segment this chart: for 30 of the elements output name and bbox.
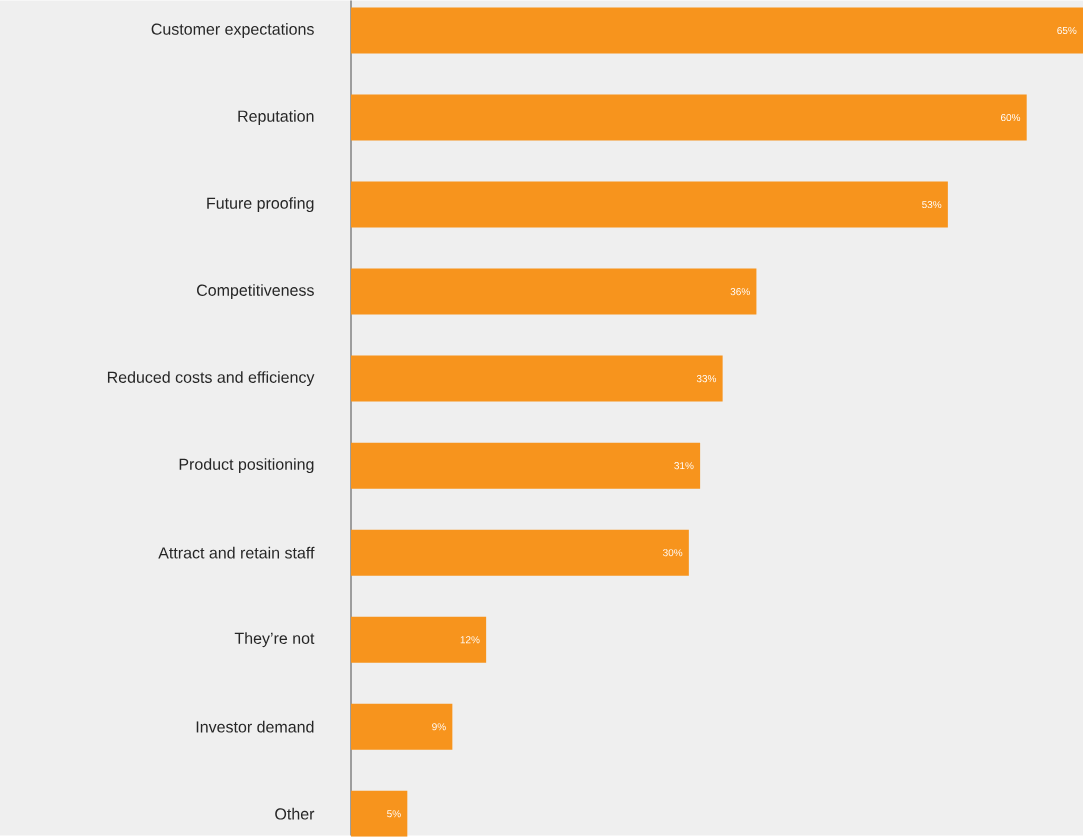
bar xyxy=(351,790,408,837)
data-label: 31% xyxy=(674,462,694,470)
y-tick-label: They’re not xyxy=(234,632,315,648)
y-tick-label: Reputation xyxy=(238,110,314,126)
y-tick-label: Future proofing xyxy=(207,197,314,213)
y-tick-label: Investor demand xyxy=(196,720,314,733)
y-tick-label: Customer expectations xyxy=(151,23,314,39)
bar xyxy=(351,94,1027,141)
data-label: 33% xyxy=(696,375,717,383)
data-label: 36% xyxy=(730,288,750,296)
y-tick-label: Attract and retain staff xyxy=(158,546,315,559)
data-label: 9% xyxy=(432,723,446,731)
data-label: 60% xyxy=(1000,114,1021,122)
data-label: 53% xyxy=(922,201,942,209)
bar xyxy=(351,442,701,489)
bar xyxy=(351,616,487,663)
bar xyxy=(351,703,453,750)
y-tick-label: Reduced costs and efficiency xyxy=(107,371,315,387)
bar xyxy=(351,268,757,315)
y-tick-label: Other xyxy=(275,808,315,820)
y-tick-label: Product positioning xyxy=(179,458,314,474)
data-label: 12% xyxy=(460,636,480,644)
y-tick-label: Competitiveness xyxy=(197,284,314,300)
bar xyxy=(351,529,689,576)
data-label: 5% xyxy=(387,810,401,818)
data-label: 30% xyxy=(663,549,683,557)
bar xyxy=(351,7,1083,54)
bar xyxy=(351,181,948,228)
bar xyxy=(351,355,723,402)
data-label: 65% xyxy=(1057,27,1077,35)
